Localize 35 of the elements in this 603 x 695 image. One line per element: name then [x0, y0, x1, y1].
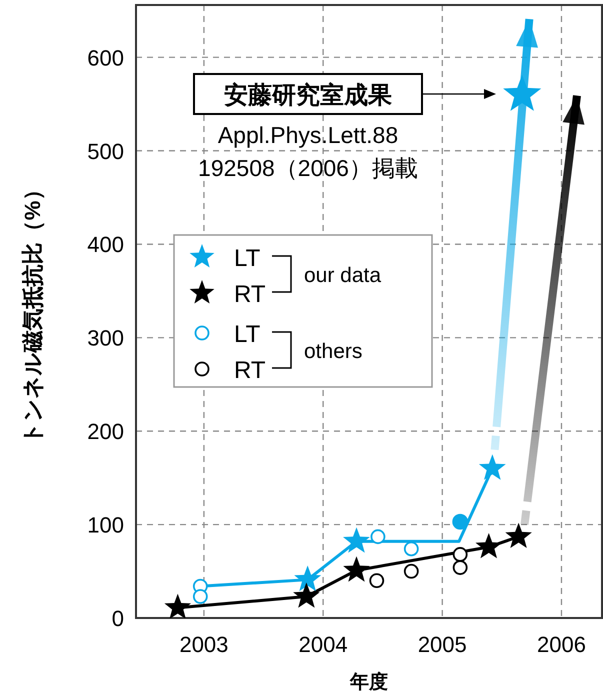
point — [452, 547, 468, 562]
annotation: others — [304, 340, 362, 363]
x-tick-label: 2004 — [298, 632, 348, 657]
point — [294, 566, 322, 592]
x-tick-label: 2006 — [537, 632, 586, 657]
point — [404, 541, 419, 556]
point — [192, 589, 208, 604]
x-tick-label: 2005 — [418, 632, 467, 657]
y-axis-title: トンネル磁気抵抗比（%） — [20, 178, 45, 444]
y-tick-label: 0 — [112, 606, 124, 631]
legend-label: LT — [234, 245, 261, 272]
point — [370, 529, 386, 544]
point — [452, 514, 468, 530]
y-tick-label: 200 — [87, 419, 124, 444]
point — [404, 564, 419, 579]
legend-label: RT — [234, 281, 266, 308]
point — [369, 573, 384, 588]
y-tick-label: 500 — [87, 138, 124, 164]
annotation: 安藤研究室成果 — [224, 81, 392, 109]
y-tick-label: 600 — [87, 45, 124, 70]
y-tick-label: 400 — [87, 232, 124, 258]
x-axis-title: 年度 — [349, 671, 388, 693]
point — [343, 527, 370, 553]
point — [452, 560, 468, 575]
point — [505, 522, 532, 548]
y-tick-label: 300 — [87, 326, 124, 351]
legend-label: RT — [234, 357, 266, 384]
annotation: our data — [304, 264, 382, 287]
point — [343, 556, 370, 582]
y-tick-label: 100 — [87, 512, 124, 538]
point — [293, 582, 320, 608]
legend-label: LT — [234, 321, 261, 348]
point — [478, 454, 506, 480]
annotation: Appl.Phys.Lett.88 192508（2006）掲載 — [198, 122, 418, 181]
x-tick-label: 2003 — [179, 632, 228, 657]
